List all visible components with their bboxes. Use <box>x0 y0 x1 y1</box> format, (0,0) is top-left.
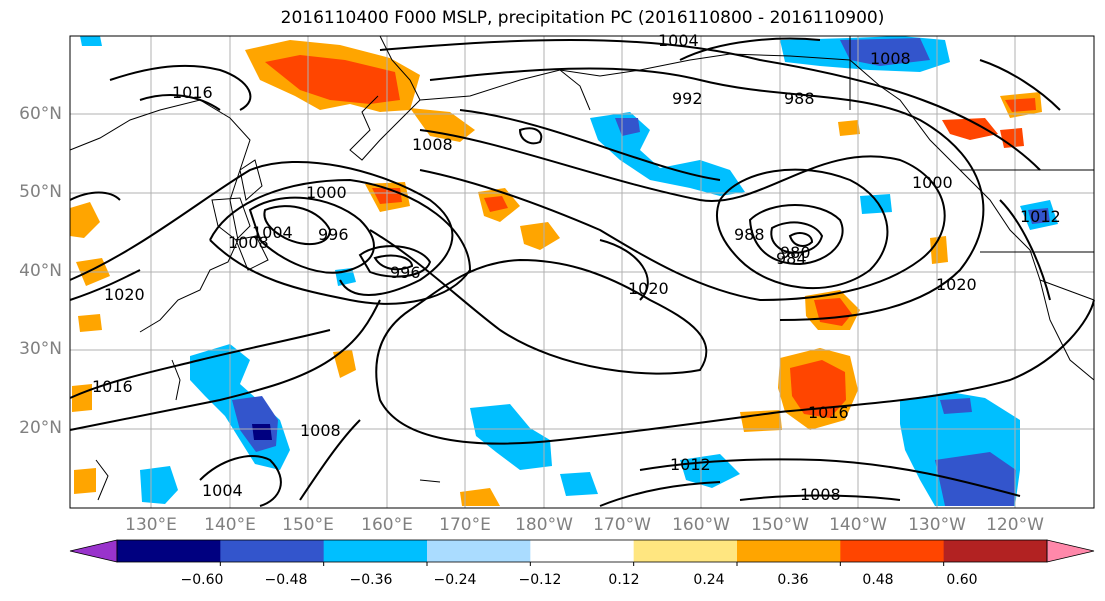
lon-label: 160°E <box>361 515 413 535</box>
colorbar-tick-label: 0.12 <box>608 572 640 588</box>
isobar-label: 1004 <box>202 481 243 500</box>
isobar-label: 1008 <box>300 421 341 440</box>
isobar-label: 996 <box>390 263 421 282</box>
isobar-label: 988 <box>734 225 765 244</box>
colorbar-tick-label: 0.60 <box>946 572 978 588</box>
isobar-label: 1000 <box>306 183 347 202</box>
graticule <box>70 36 1094 508</box>
map-frame <box>69 35 1095 509</box>
colorbar-extension-high <box>1046 539 1095 563</box>
lat-label: 60°N <box>19 104 62 124</box>
colorbar-tick-label: −0.60 <box>180 572 224 588</box>
isobar-label: 984 <box>776 249 807 268</box>
colorbar-outline <box>116 539 1048 563</box>
colorbar-tick-label: −0.24 <box>433 572 477 588</box>
precip-negative-fields <box>80 36 1058 506</box>
colorbar-tick-label: −0.36 <box>349 572 393 588</box>
colorbar-tick-label: 0.48 <box>862 572 894 588</box>
colorbar-bin <box>220 540 325 562</box>
isobars <box>69 37 1095 507</box>
lon-label: 170°E <box>439 515 491 535</box>
lat-label: 20°N <box>19 418 62 438</box>
colorbar-bin <box>943 540 1048 562</box>
lon-label: 170°W <box>593 515 651 535</box>
colorbar-bin <box>530 540 635 562</box>
isobar-label: 1016 <box>92 377 133 396</box>
isobar-label: 1012 <box>1020 207 1061 226</box>
lon-label: 130°W <box>908 515 966 535</box>
lon-label: 130°E <box>125 515 177 535</box>
isobar-label: 992 <box>672 89 703 108</box>
isobar-label: 996 <box>318 225 349 244</box>
colorbar-extension-low <box>69 539 118 563</box>
colorbar-tick-label: −0.12 <box>518 572 562 588</box>
lon-label: 180°W <box>515 515 573 535</box>
lat-label: 40°N <box>19 261 62 281</box>
lon-label: 140°W <box>829 515 887 535</box>
isobar-label: 1008 <box>228 233 269 252</box>
isobar-label: 980 <box>780 243 811 262</box>
map-title: 2016110400 F000 MSLP, precipitation PC (… <box>280 8 885 28</box>
isobar-label: 1008 <box>870 49 911 68</box>
isobar-label: 1008 <box>800 485 841 504</box>
isobar-label: 1020 <box>936 275 977 294</box>
isobar-label: 1004 <box>252 223 293 242</box>
isobar-label: 1016 <box>808 403 849 422</box>
lon-label: 140°E <box>204 515 256 535</box>
isobar-label: 1016 <box>172 83 213 102</box>
isobar-label: 988 <box>784 89 815 108</box>
colorbar-bin <box>737 540 841 562</box>
colorbar-tick-label: 0.36 <box>777 572 809 588</box>
isobar-label: 1000 <box>912 173 953 192</box>
isobar-label: 1020 <box>104 285 145 304</box>
isobar-label: 1008 <box>412 135 453 154</box>
colorbar-tick-label: −0.48 <box>264 572 308 588</box>
colorbar-bin <box>117 540 221 562</box>
lon-label: 160°W <box>672 515 730 535</box>
colorbar-bin <box>840 540 945 562</box>
lon-label: 150°E <box>282 515 334 535</box>
colorbar-bin <box>633 540 738 562</box>
isobar-labels: 1016 1004 992 988 1008 1008 1000 1004 99… <box>92 31 1061 504</box>
colorbar-bin <box>323 540 428 562</box>
isobar-label: 1004 <box>658 31 699 50</box>
colorbar <box>69 539 1095 566</box>
colorbar-tick-label: 0.24 <box>693 572 725 588</box>
isobar-label: 1020 <box>628 279 669 298</box>
colorbar-bin <box>427 540 531 562</box>
lon-label: 150°W <box>751 515 809 535</box>
lat-label: 50°N <box>19 182 62 202</box>
lon-label: 120°W <box>986 515 1044 535</box>
isobar-label: 1012 <box>670 455 711 474</box>
lat-label: 30°N <box>19 339 62 359</box>
